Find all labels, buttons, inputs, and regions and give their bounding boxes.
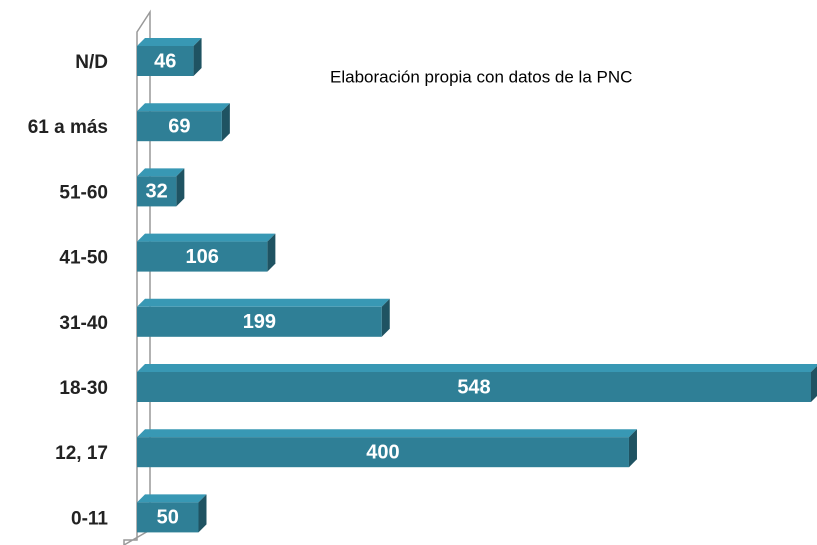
bar-side — [198, 494, 207, 533]
bar-top — [137, 494, 207, 503]
category-label: 41-50 — [59, 248, 108, 269]
bar — [137, 111, 222, 142]
value-label: 50 — [157, 507, 179, 529]
category-label: 12, 17 — [55, 443, 108, 464]
category-label: 51-60 — [59, 182, 108, 203]
bar-top — [137, 233, 276, 242]
value-label: 106 — [185, 246, 218, 268]
category-label: 61 a más — [28, 117, 108, 138]
value-label: 32 — [146, 181, 168, 203]
category-label: 31-40 — [59, 313, 108, 334]
bar — [137, 502, 199, 533]
category-label: 18-30 — [59, 378, 108, 399]
bar-side — [628, 429, 637, 468]
bar — [137, 176, 177, 207]
bar-side — [381, 298, 390, 337]
bar-top — [137, 38, 202, 46]
bar — [137, 306, 382, 337]
bar-top — [137, 429, 637, 438]
bar — [137, 372, 811, 402]
value-label: 199 — [243, 311, 276, 333]
value-label: 69 — [168, 115, 190, 137]
bar — [137, 437, 629, 468]
value-label: 548 — [457, 376, 490, 398]
bar-side — [267, 233, 276, 272]
bar-side — [193, 38, 202, 76]
annotation: Elaboración propia con datos de la PNC — [330, 67, 632, 86]
value-label: 400 — [366, 441, 399, 463]
bar — [137, 46, 194, 76]
bar-side — [221, 103, 230, 142]
category-label: 0-11 — [71, 508, 108, 529]
bar — [137, 241, 268, 272]
bar-top — [137, 103, 230, 112]
bar-top — [137, 298, 390, 307]
bar-top — [137, 168, 185, 177]
bar-side — [811, 366, 817, 402]
axis-wall — [123, 9, 151, 545]
category-label: N/D — [75, 52, 108, 73]
bar-top — [137, 364, 817, 372]
bar-side — [176, 168, 185, 207]
value-label: 46 — [154, 50, 176, 72]
